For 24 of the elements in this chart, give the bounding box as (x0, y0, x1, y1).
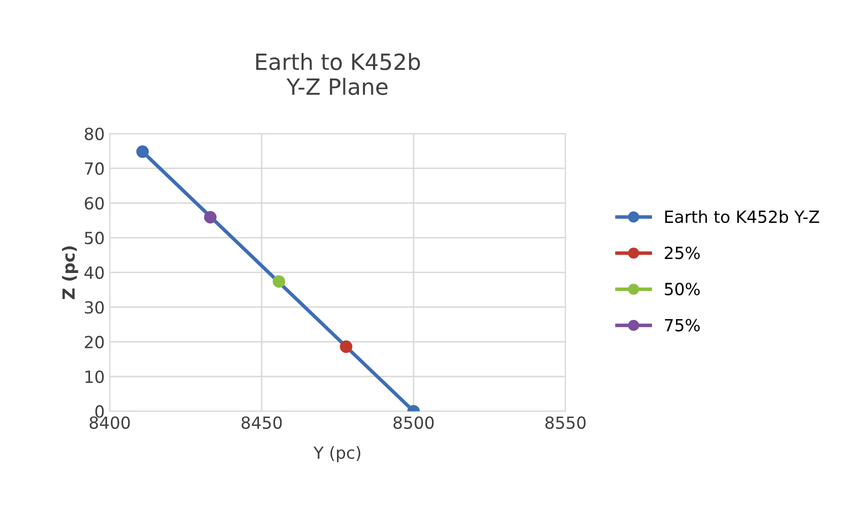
y-tick-label: 60 (84, 196, 104, 210)
legend-label: 50% (664, 282, 700, 296)
y-tick-label: 0 (95, 405, 104, 418)
x-axis-title: Y (pc) (313, 446, 360, 462)
point (272, 275, 286, 288)
y-tick-label: 70 (85, 162, 104, 175)
legend-label: 25% (664, 246, 700, 260)
x-tick-label: 8450 (242, 416, 282, 429)
y-tick-label: 40 (84, 266, 104, 279)
x-tick-label: 8550 (545, 416, 586, 429)
legend-label: 75% (664, 318, 700, 332)
y-axis-title: Z (pc) (62, 246, 78, 300)
point (340, 340, 352, 353)
point (136, 145, 149, 158)
y-tick-label: 10 (85, 370, 104, 384)
legend-label: Earth to K452b Y-Z (665, 210, 820, 224)
x-tick-label: 8400 (90, 416, 130, 429)
point (204, 211, 217, 224)
y-tick-label: 20 (84, 336, 104, 348)
chart-title: Earth to K452b Y-Z Plane (256, 52, 420, 96)
y-tick-label: 30 (84, 301, 104, 314)
x-tick-label: 8500 (393, 416, 434, 429)
y-tick-label: 80 (84, 128, 104, 140)
y-tick-label: 50 (84, 232, 104, 244)
